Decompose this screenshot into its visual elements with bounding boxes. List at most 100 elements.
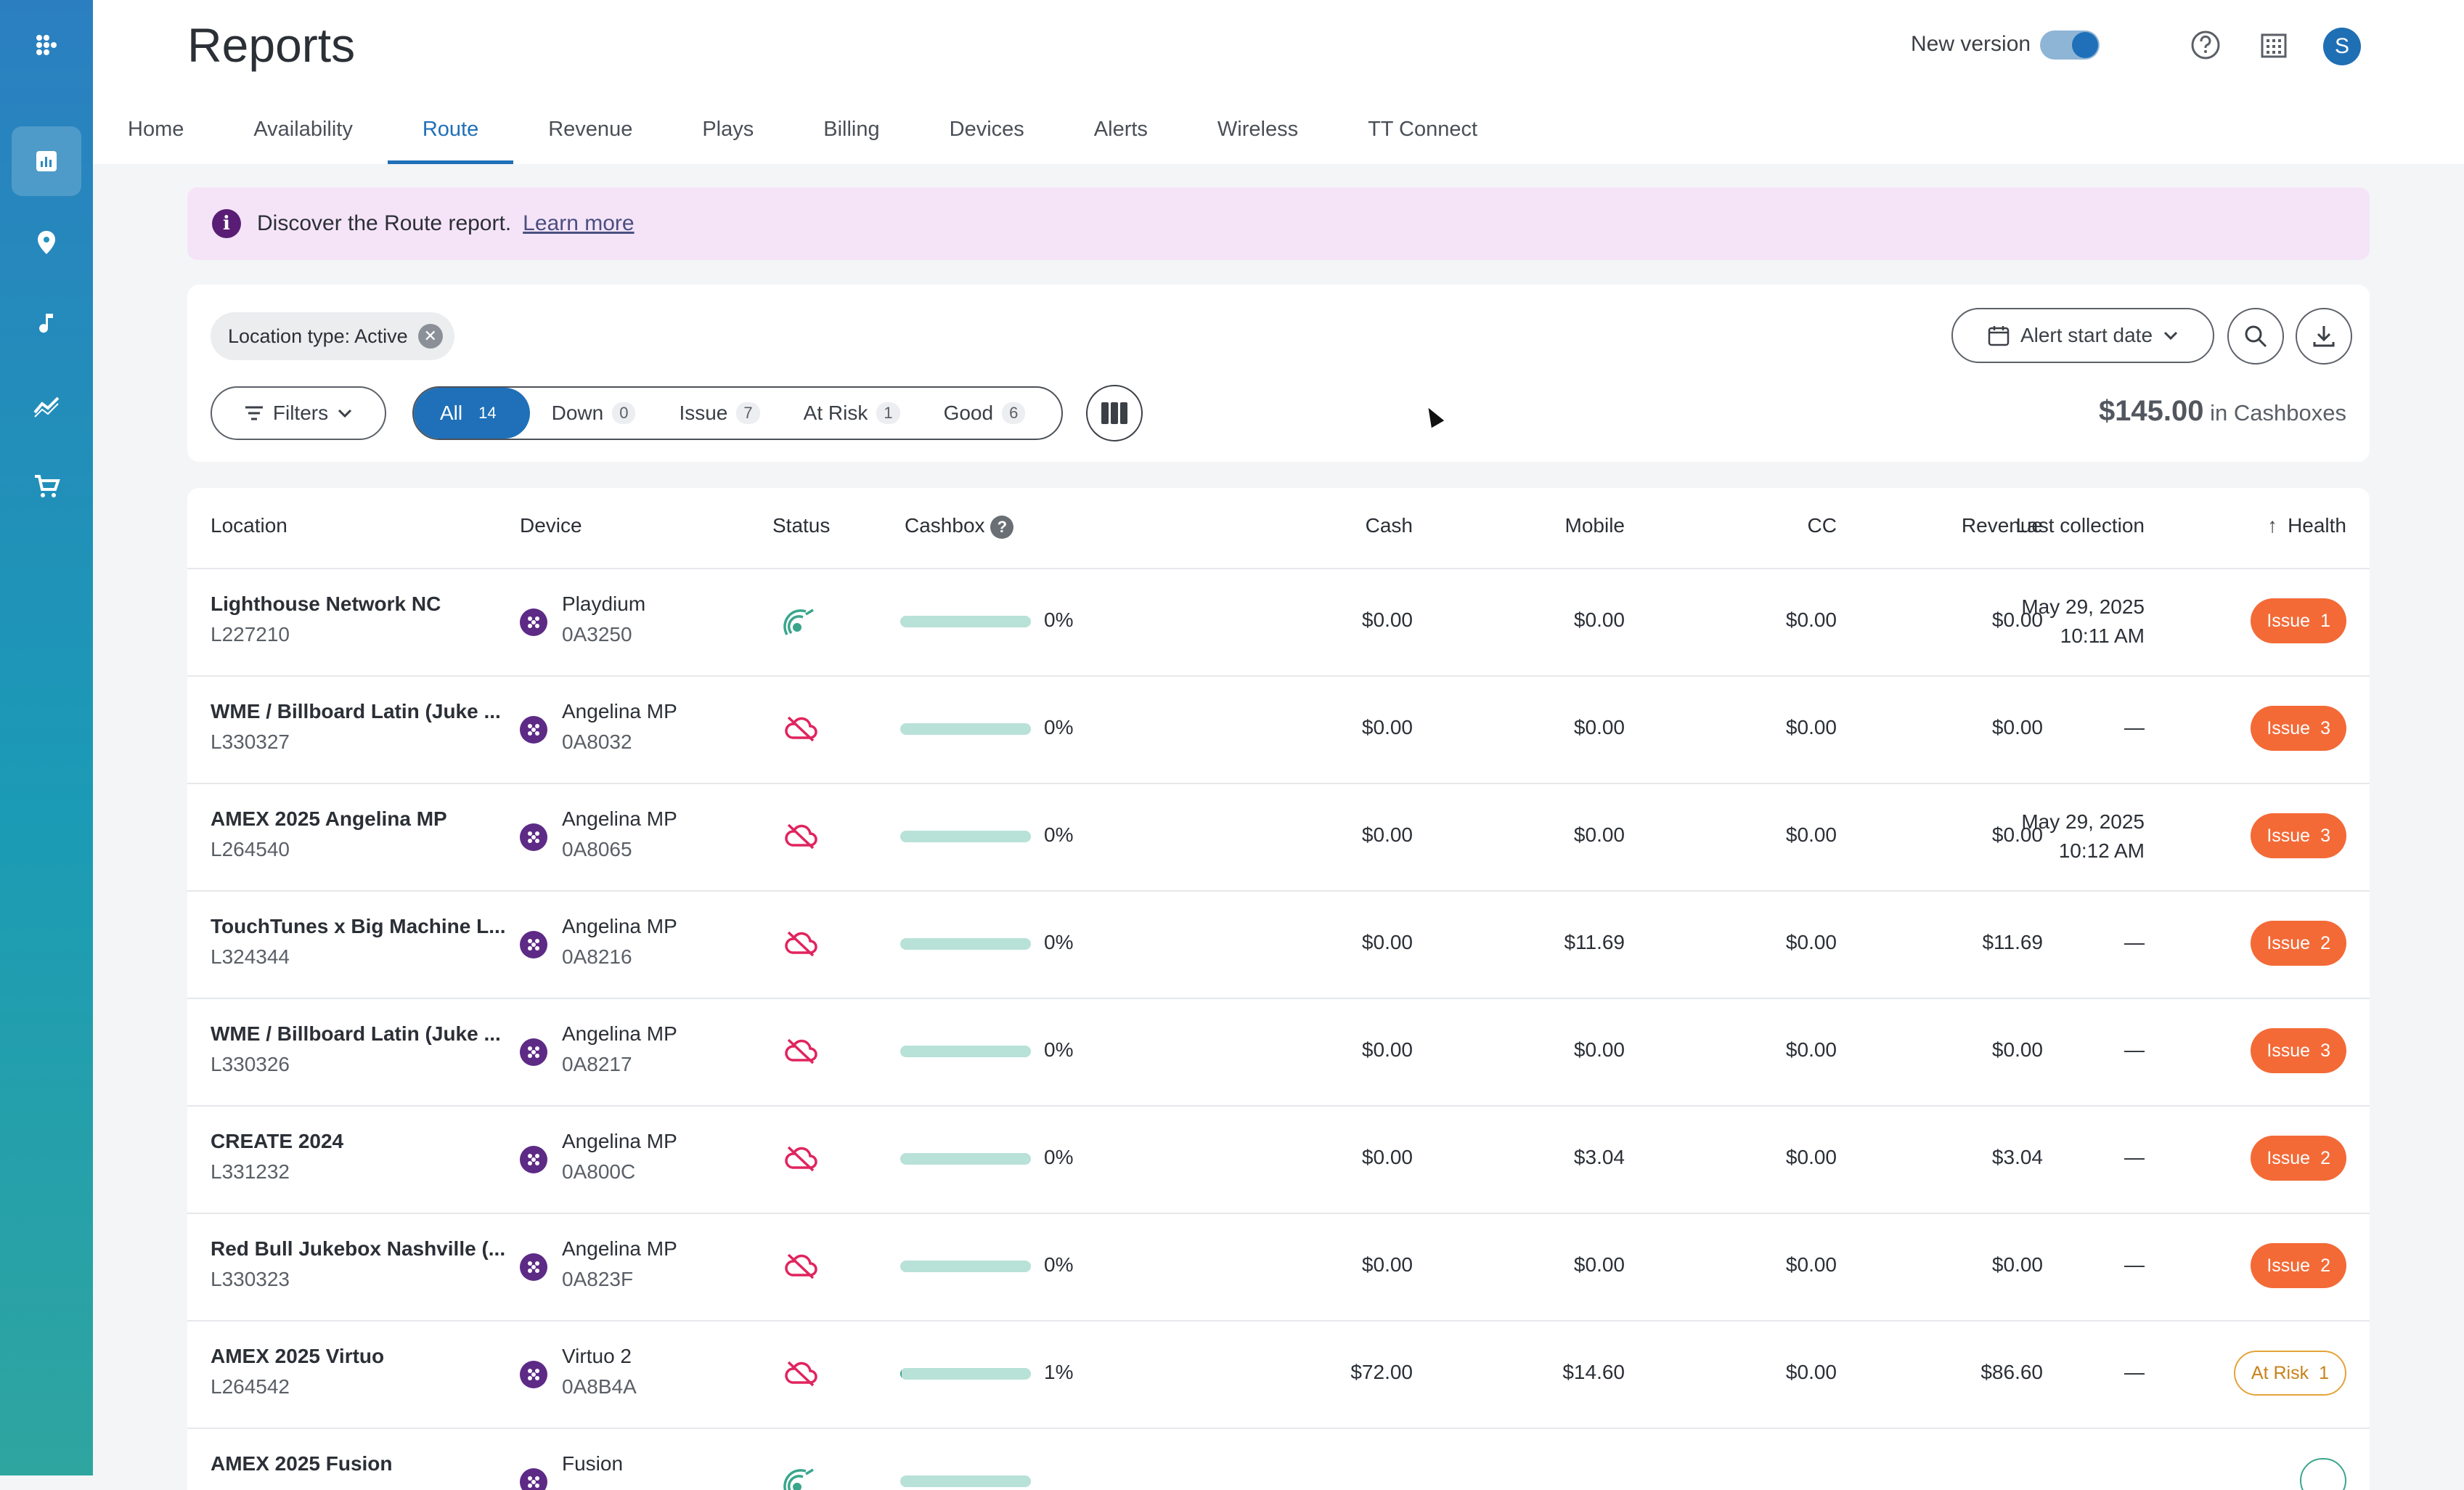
cc-value: $0.00 (1785, 608, 1837, 631)
col-status[interactable]: Status (772, 514, 831, 537)
mobile-value: $0.00 (1573, 1038, 1625, 1061)
table-row[interactable]: AMEX 2025 Fusion Fusion (187, 1428, 2370, 1490)
new-version-toggle[interactable] (2040, 30, 2100, 60)
col-mobile[interactable]: Mobile (1565, 514, 1625, 537)
health-label: Issue (2267, 932, 2311, 953)
device-icon (520, 716, 547, 744)
alert-start-date-button[interactable]: Alert start date (1951, 308, 2214, 363)
table-header: Location Device Status Cashbox ? Cash Mo… (187, 488, 2370, 569)
table-row[interactable]: WME / Billboard Latin (Juke ... L330327 … (187, 675, 2370, 784)
organization-button[interactable] (2256, 28, 2291, 62)
location-name[interactable]: TouchTunes x Big Machine L... (211, 915, 506, 937)
help-button[interactable] (2188, 28, 2223, 62)
page-header: Reports New version S (93, 0, 2464, 164)
segment-issue[interactable]: Issue 7 (657, 388, 781, 439)
filters-button[interactable]: Filters (211, 386, 386, 440)
tab-devices[interactable]: Devices (949, 118, 1024, 141)
tab-billing[interactable]: Billing (823, 118, 880, 141)
table-row[interactable]: TouchTunes x Big Machine L... L324344 An… (187, 890, 2370, 999)
table-row[interactable]: CREATE 2024 L331232 Angelina MP 0A800C 0… (187, 1105, 2370, 1214)
location-name[interactable]: CREATE 2024 (211, 1130, 344, 1152)
health-badge[interactable]: Issue 2 (2251, 921, 2346, 966)
remove-chip-icon[interactable]: ✕ (417, 324, 443, 349)
location-name[interactable]: Red Bull Jukebox Nashville (... (211, 1237, 506, 1260)
help-icon[interactable]: ? (990, 515, 1014, 539)
device-icon (520, 823, 547, 851)
sidebar-item-music[interactable] (12, 289, 81, 359)
sidebar-item-reports[interactable] (12, 126, 81, 196)
tab-plays[interactable]: Plays (702, 118, 754, 141)
cashbox-total: $145.00 in Cashboxes (2099, 395, 2346, 428)
tab-route[interactable]: Route (387, 102, 514, 164)
app-logo-icon[interactable] (29, 28, 64, 62)
col-cc[interactable]: CC (1807, 514, 1837, 537)
table-row[interactable]: WME / Billboard Latin (Juke ... L330326 … (187, 998, 2370, 1107)
location-name[interactable]: AMEX 2025 Virtuo (211, 1345, 385, 1367)
segment-at-risk[interactable]: At Risk 1 (782, 388, 922, 439)
health-count: 1 (2320, 610, 2330, 631)
tab-alerts[interactable]: Alerts (1093, 118, 1148, 141)
segment-label: Down (551, 402, 604, 424)
table-row[interactable]: AMEX 2025 Angelina MP L264540 Angelina M… (187, 783, 2370, 892)
col-health[interactable]: ↑ Health (2267, 514, 2346, 537)
col-last-collection[interactable]: Last collection (2015, 514, 2145, 537)
sidebar-item-store[interactable] (12, 452, 81, 521)
device-icon (520, 1146, 547, 1173)
segment-all[interactable]: All 14 (414, 388, 530, 439)
health-badge[interactable]: Issue 2 (2251, 1243, 2346, 1288)
tab-tt-connect[interactable]: TT Connect (1368, 118, 1478, 141)
col-cash[interactable]: Cash (1365, 514, 1413, 537)
location-name[interactable]: AMEX 2025 Fusion (211, 1452, 393, 1475)
health-badge[interactable]: Issue 2 (2251, 1136, 2346, 1181)
col-location[interactable]: Location (211, 514, 287, 537)
segment-count: 14 (478, 404, 497, 422)
segment-good[interactable]: Good 6 (922, 388, 1048, 439)
device-icon (520, 1038, 547, 1066)
sidebar-item-locations[interactable] (12, 208, 81, 277)
table-row[interactable]: AMEX 2025 Virtuo L264542 Virtuo 2 0A8B4A… (187, 1320, 2370, 1429)
col-device[interactable]: Device (520, 514, 582, 537)
health-badge[interactable]: Issue 3 (2251, 1028, 2346, 1073)
sidebar-item-analytics[interactable] (12, 370, 81, 440)
tab-home[interactable]: Home (128, 118, 184, 141)
tab-wireless[interactable]: Wireless (1217, 118, 1299, 141)
last-collection: — (2124, 1038, 2145, 1062)
segment-down[interactable]: Down 0 (530, 388, 658, 439)
device-icon (520, 1468, 547, 1490)
device-name: Angelina MP (562, 1237, 677, 1260)
health-badge[interactable]: Issue 1 (2251, 598, 2346, 643)
learn-more-link[interactable]: Learn more (523, 211, 635, 235)
location-name[interactable]: WME / Billboard Latin (Juke ... (211, 700, 501, 722)
location-id: L324344 (211, 945, 290, 968)
search-button[interactable] (2227, 308, 2284, 365)
health-count: 2 (2320, 932, 2330, 953)
avatar[interactable]: S (2323, 28, 2361, 65)
health-badge[interactable] (2300, 1458, 2346, 1490)
tab-revenue[interactable]: Revenue (548, 118, 633, 141)
cash-value: $72.00 (1350, 1361, 1413, 1383)
health-badge[interactable]: At Risk 1 (2233, 1351, 2346, 1396)
col-cashbox[interactable]: Cashbox ? (905, 514, 1014, 539)
table-row[interactable]: Lighthouse Network NC L227210 Playdium 0… (187, 568, 2370, 677)
cashbox-percent: 0% (1044, 716, 1074, 738)
last-collection-date: May 29, 2025 (2021, 595, 2145, 618)
location-name[interactable]: AMEX 2025 Angelina MP (211, 807, 447, 830)
report-tabs: Home Availability Route Revenue Plays Bi… (93, 102, 1512, 164)
health-badge[interactable]: Issue 3 (2251, 706, 2346, 751)
location-id: L227210 (211, 623, 290, 646)
cc-value: $0.00 (1785, 931, 1837, 953)
download-button[interactable] (2296, 308, 2352, 365)
location-name[interactable]: Lighthouse Network NC (211, 593, 441, 615)
col-revenue[interactable]: Revenue (1961, 514, 2043, 537)
location-type-chip: Location type: Active ✕ (211, 312, 454, 360)
tab-availability[interactable]: Availability (253, 118, 353, 141)
date-label: Alert start date (2020, 324, 2153, 346)
health-badge[interactable]: Issue 3 (2251, 813, 2346, 858)
table-row[interactable]: Red Bull Jukebox Nashville (... L330323 … (187, 1213, 2370, 1322)
help-icon (2191, 30, 2220, 60)
location-name[interactable]: WME / Billboard Latin (Juke ... (211, 1022, 501, 1045)
segment-label: Good (943, 402, 994, 424)
location-id: L330327 (211, 730, 290, 753)
cashbox-progress (900, 1046, 1031, 1057)
columns-button[interactable] (1086, 385, 1143, 441)
